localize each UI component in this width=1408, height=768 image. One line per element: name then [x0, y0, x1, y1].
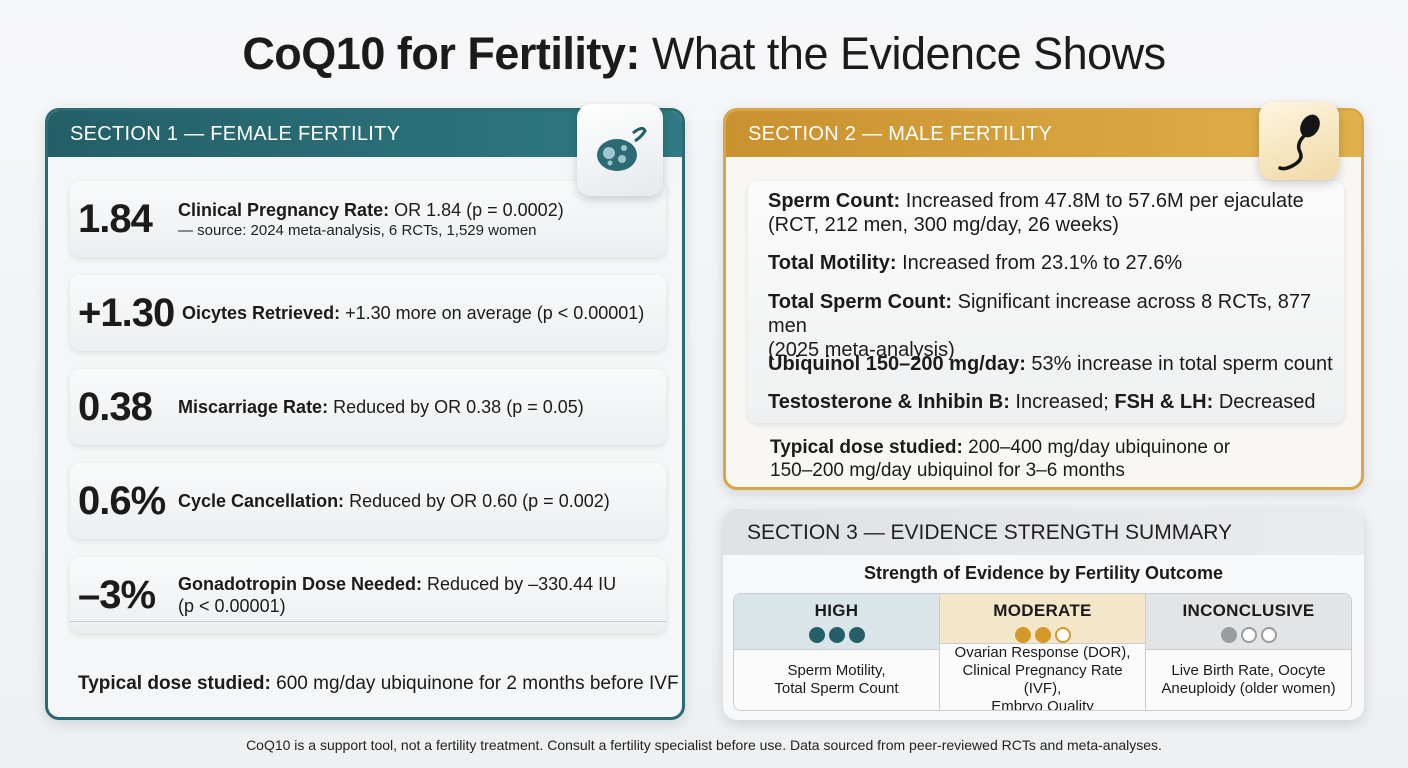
evidence-summary-panel: SECTION 3 — EVIDENCE STRENGTH SUMMARY St…	[723, 509, 1364, 720]
page-title: CoQ10 for Fertility: What the Evidence S…	[0, 28, 1408, 80]
outcome-line: Embryo Quality	[991, 698, 1094, 711]
outcome-line: Aneuploidy (older women)	[1161, 680, 1336, 697]
evidence-level: HIGH	[814, 601, 859, 620]
item-label: Sperm Count:	[768, 190, 901, 212]
stat-label: Miscarriage Rate:	[178, 397, 329, 417]
item-text-3: Decreased	[1218, 391, 1316, 413]
item-text: Increased from 23.1% to 27.6%	[902, 252, 1183, 274]
stat-value: 0.6%	[78, 478, 166, 523]
stat-text: +1.30 more on average (p < 0.00001)	[345, 303, 645, 323]
section1-dose: Typical dose studied: 600 mg/day ubiquin…	[78, 673, 679, 695]
stat-value: 1.84	[78, 196, 153, 241]
filled-dot-icon	[808, 627, 825, 643]
stat-card-pregnancy-rate: 1.84 Clinical Pregnancy Rate: OR 1.84 (p…	[70, 181, 666, 257]
female-fertility-panel: SECTION 1 — FEMALE FERTILITY 1.84 Clinic…	[45, 108, 685, 720]
section2-dose: Typical dose studied: 200–400 mg/day ubi…	[770, 436, 1230, 482]
dose-text: 200–400 mg/day ubiquinone or	[968, 437, 1231, 458]
section1-heading: SECTION 1 — FEMALE FERTILITY	[48, 111, 682, 157]
filled-dot-icon	[828, 627, 845, 643]
empty-dot-icon	[1260, 627, 1277, 643]
stat-source: — source: 2024 meta-analysis, 6 RCTs, 1,…	[178, 221, 537, 239]
outcome-line: Ovarian Response (DOR),	[954, 644, 1131, 661]
stat-card-gonadotropin: –3% Gonadotropin Dose Needed: Reduced by…	[70, 557, 666, 633]
stat-text: Reduced by –330.44 IU	[427, 574, 617, 594]
stat-text-2: (p < 0.00001)	[178, 596, 286, 616]
evidence-outcomes: Ovarian Response (DOR), Clinical Pregnanc…	[940, 644, 1145, 711]
evidence-column-moderate: MODERATE Ovarian Response (DOR), Clinical…	[940, 594, 1146, 710]
dose-label: Typical dose studied:	[770, 437, 963, 458]
stat-card-miscarriage: 0.38 Miscarriage Rate: Reduced by OR 0.3…	[70, 369, 666, 445]
empty-dot-icon	[1054, 627, 1071, 643]
item-label-2: FSH & LH:	[1114, 391, 1214, 413]
filled-dot-icon	[848, 627, 865, 643]
item-text: Increased;	[1015, 391, 1109, 413]
stat-card-cycle-cancellation: 0.6% Cycle Cancellation: Reduced by OR 0…	[70, 463, 666, 539]
outcome-line: Clinical Pregnancy Rate (IVF),	[962, 662, 1123, 697]
stat-label: Oicytes Retrieved:	[182, 303, 341, 323]
male-item-motility: Total Motility: Increased from 23.1% to …	[768, 251, 1182, 275]
sperm-icon	[1259, 102, 1339, 180]
empty-dot-icon	[1240, 627, 1257, 643]
stat-value: –3%	[78, 572, 156, 617]
item-text: Significant increase across 8 RCTs, 877 …	[768, 291, 1312, 337]
outcome-line: Sperm Motility,	[787, 662, 886, 679]
disclaimer-footer: CoQ10 is a support tool, not a fertility…	[246, 737, 1162, 753]
filled-dot-icon	[1034, 627, 1051, 643]
stat-value: 0.38	[78, 384, 153, 429]
stat-label: Clinical Pregnancy Rate:	[178, 199, 390, 220]
ovary-follicle-icon	[577, 104, 663, 196]
stat-label: Cycle Cancellation:	[178, 491, 345, 511]
section2-heading: SECTION 2 — MALE FERTILITY	[726, 111, 1361, 157]
evidence-dots	[940, 627, 1145, 643]
male-item-hormones: Testosterone & Inhibin B: Increased; FSH…	[768, 390, 1316, 414]
evidence-dots	[734, 627, 939, 643]
title-rest: What the Evidence Shows	[651, 28, 1166, 79]
item-text-2: (RCT, 212 men, 300 mg/day, 26 weeks)	[768, 214, 1119, 236]
stat-value: +1.30	[78, 290, 175, 335]
item-text: 53% increase in total sperm count	[1031, 353, 1333, 375]
male-fertility-panel: SECTION 2 — MALE FERTILITY Sperm Count: …	[723, 108, 1364, 490]
evidence-dots	[1146, 627, 1351, 643]
section3-heading: SECTION 3 — EVIDENCE STRENGTH SUMMARY	[723, 509, 1364, 555]
dose-text: 600 mg/day ubiquinone for 2 months befor…	[276, 673, 679, 694]
evidence-subtitle: Strength of Evidence by Fertility Outcom…	[863, 563, 1224, 583]
filled-dot-icon	[1014, 627, 1031, 643]
stat-text: Reduced by OR 0.38 (p = 0.05)	[333, 397, 584, 417]
evidence-table: HIGH Sperm Motility, Total Sperm Count MO…	[733, 593, 1352, 711]
title-bold: CoQ10 for Fertility:	[242, 28, 640, 79]
evidence-column-high: HIGH Sperm Motility, Total Sperm Count	[734, 594, 940, 710]
item-label: Total Motility:	[768, 252, 897, 274]
male-item-ubiquinol: Ubiquinol 150–200 mg/day: 53% increase i…	[768, 352, 1333, 376]
item-label: Ubiquinol 150–200 mg/day:	[768, 353, 1026, 375]
stat-label: Gonadotropin Dose Needed:	[178, 574, 423, 594]
dose-text-2: 150–200 mg/day ubiquinol for 3–6 months	[770, 460, 1125, 481]
stat-text: Reduced by OR 0.60 (p = 0.002)	[349, 491, 610, 511]
evidence-level: INCONCLUSIVE	[1182, 601, 1315, 620]
item-label: Testosterone & Inhibin B:	[768, 391, 1010, 413]
male-findings-box: Sperm Count: Increased from 47.8M to 57.…	[748, 181, 1344, 423]
outcome-line: Live Birth Rate, Oocyte	[1171, 662, 1326, 679]
evidence-column-inconclusive: INCONCLUSIVE Live Birth Rate, Oocyte Aneu…	[1146, 594, 1351, 710]
evidence-outcomes: Sperm Motility, Total Sperm Count	[734, 650, 939, 710]
male-item-total-count: Total Sperm Count: Significant increase …	[768, 290, 1344, 362]
stat-text: OR 1.84 (p = 0.0002)	[394, 199, 564, 220]
evidence-outcomes: Live Birth Rate, Oocyte Aneuploidy (older…	[1146, 650, 1351, 710]
item-label: Total Sperm Count:	[768, 291, 953, 313]
item-text-2: (2025 meta-analysis)	[768, 339, 955, 361]
item-text: Increased from 47.8M to 57.6M per ejacul…	[905, 190, 1304, 212]
outcome-line: Total Sperm Count	[774, 680, 899, 697]
section1-divider	[70, 621, 666, 622]
filled-dot-icon	[1220, 627, 1237, 643]
dose-label: Typical dose studied:	[78, 673, 271, 694]
evidence-level: MODERATE	[993, 601, 1092, 620]
stat-card-oocytes: +1.30 Oicytes Retrieved: +1.30 more on a…	[70, 275, 666, 351]
male-item-sperm-count: Sperm Count: Increased from 47.8M to 57.…	[768, 189, 1304, 237]
